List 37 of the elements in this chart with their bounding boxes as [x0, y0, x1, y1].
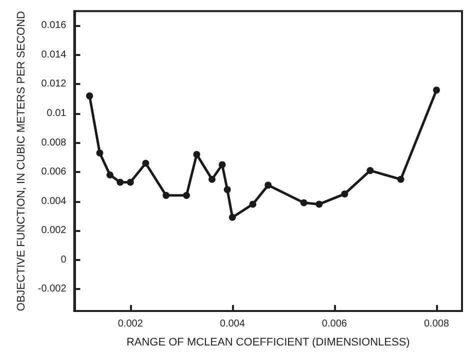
point [142, 160, 150, 167]
x-tick-label: 0.004 [220, 318, 246, 330]
point [300, 199, 308, 206]
y-tick-label: 0.002 [41, 225, 67, 236]
y-tick-label: 0.012 [41, 78, 67, 90]
y-tick-label: 0.01 [46, 108, 67, 119]
point [116, 178, 124, 186]
point [208, 176, 216, 183]
point [316, 200, 323, 208]
x-tick-label: 0.008 [424, 318, 450, 330]
y-tick-label: 0.008 [41, 137, 67, 148]
point [366, 167, 374, 174]
point [193, 150, 200, 158]
point [126, 178, 134, 186]
y-tick-label: -0.002 [38, 284, 67, 295]
x-tick-label: 0.002 [118, 318, 144, 330]
point [162, 192, 170, 199]
point [341, 190, 348, 198]
y-axis-title: OBJECTIVE FUNCTION, IN CUBIC METERS PER SECOND [16, 10, 28, 312]
point [86, 92, 94, 100]
point [397, 176, 404, 183]
x-axis-title: RANGE OF MCLEAN COEFFICIENT (DIMENSIONLESS) [126, 336, 410, 348]
point [183, 192, 190, 199]
point [106, 171, 114, 178]
point [264, 182, 272, 189]
point [96, 149, 104, 156]
y-tick-label: 0.014 [41, 49, 67, 60]
point [433, 86, 440, 94]
y-tick-label: 0 [60, 254, 67, 266]
point [228, 214, 236, 221]
point [249, 200, 256, 208]
point [224, 186, 231, 194]
y-tick-label: 0.004 [41, 196, 67, 207]
y-tick-label: 0.016 [41, 20, 67, 32]
point [218, 161, 226, 168]
y-tick-label: 0.006 [41, 166, 67, 178]
x-tick-label: 0.006 [322, 318, 348, 330]
